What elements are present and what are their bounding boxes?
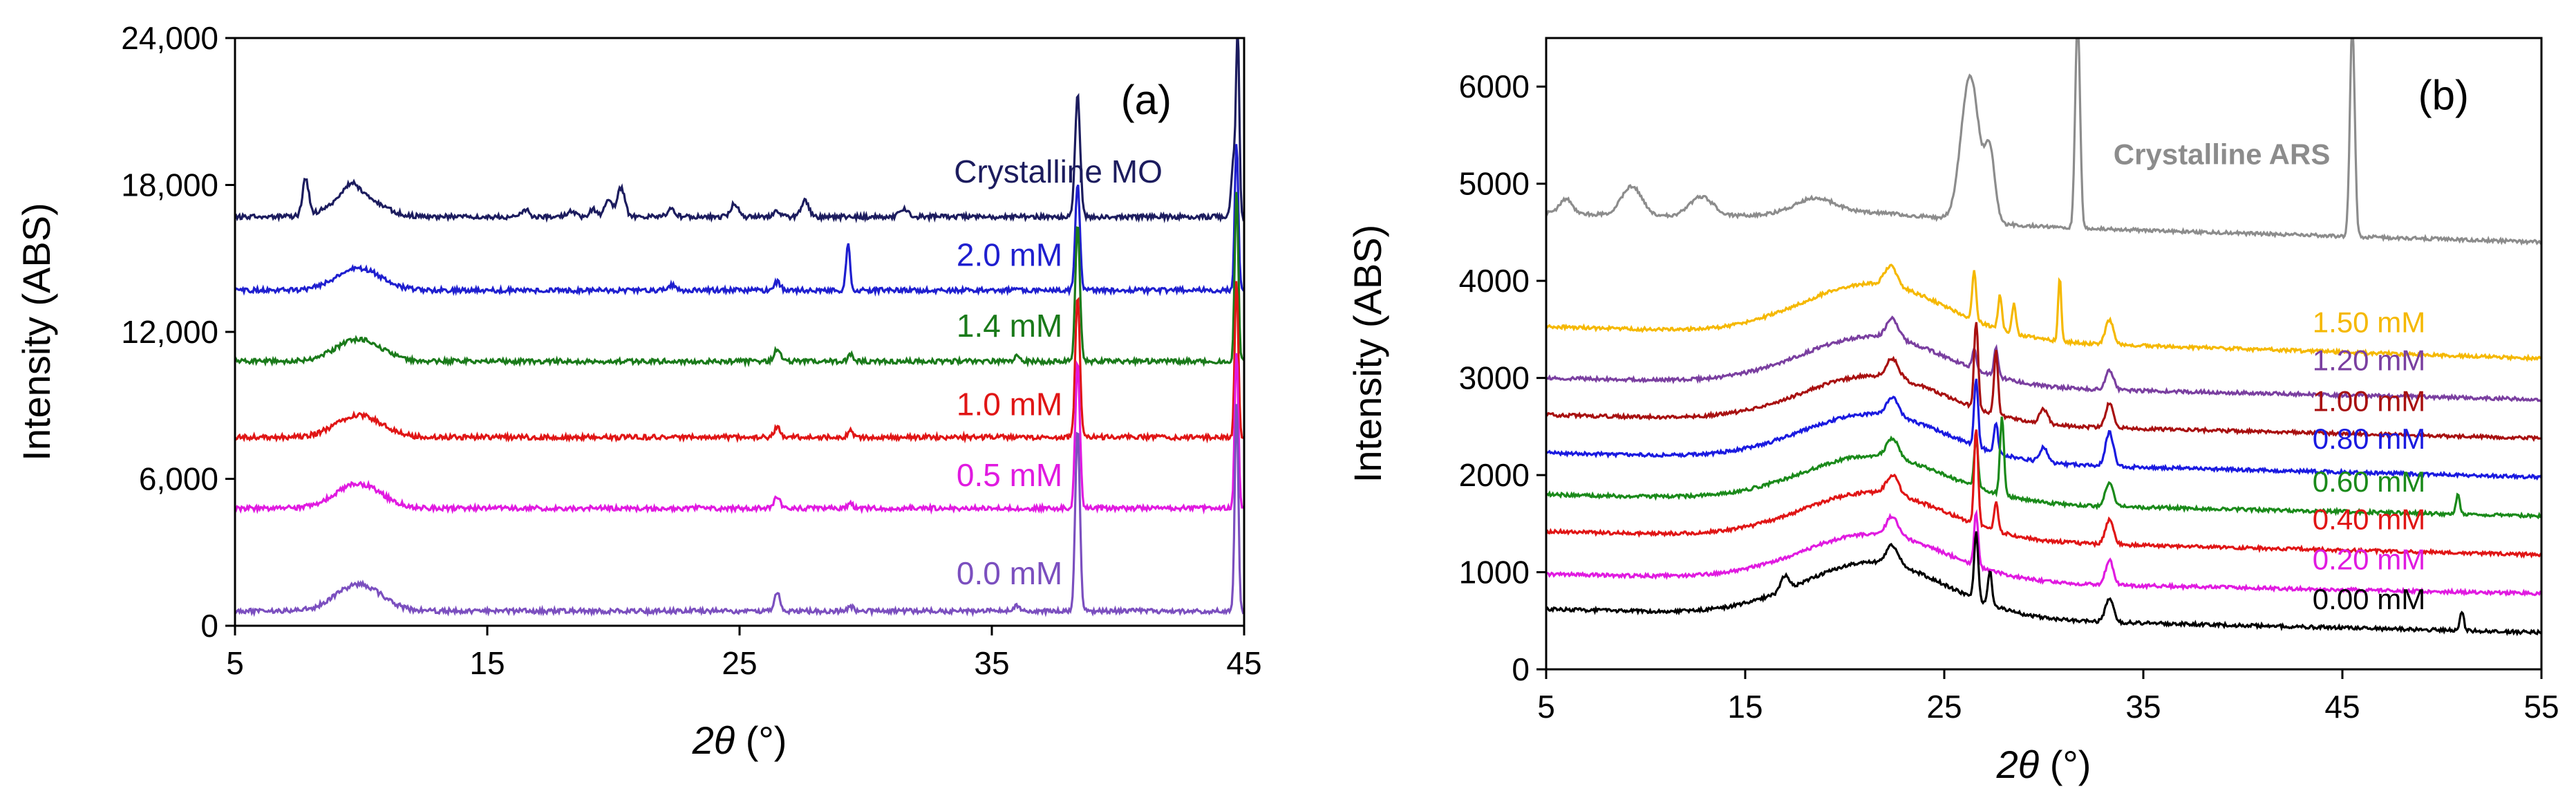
series-line-crystalline-ars xyxy=(1546,38,2541,246)
x-tick-label: 5 xyxy=(1537,689,1555,725)
x-tick-label: 35 xyxy=(2125,689,2161,725)
series-line-0-80-mm xyxy=(1546,378,2541,481)
series-line-2-0-mm xyxy=(235,144,1244,297)
series-line-crystalline-mo xyxy=(235,38,1244,224)
series-label: 1.4 mM xyxy=(957,308,1062,344)
series-line-1-20-mm xyxy=(1546,315,2541,402)
series-label: 1.20 mM xyxy=(2313,344,2425,376)
series-line-0-40-mm xyxy=(1546,429,2541,559)
panel-label: (a) xyxy=(1121,77,1172,123)
series-label: 1.0 mM xyxy=(957,386,1062,422)
plot-frame xyxy=(1545,37,2543,671)
y-tick-label: 0 xyxy=(1512,651,1530,687)
x-tick-label: 15 xyxy=(469,645,505,681)
y-tick-label: 6,000 xyxy=(139,461,218,497)
series-label: 0.0 mM xyxy=(957,555,1062,591)
y-axis-title: Intensity (ABS) xyxy=(1346,225,1389,483)
series-label: 0.5 mM xyxy=(957,457,1062,493)
x-tick-label: 45 xyxy=(1226,645,1261,681)
y-tick-label: 4000 xyxy=(1459,263,1530,299)
series-line-0-20-mm xyxy=(1546,509,2541,597)
series-label: 0.60 mM xyxy=(2313,465,2425,498)
series-line-1-00-mm xyxy=(1546,322,2541,443)
y-tick-label: 2000 xyxy=(1459,457,1530,493)
y-tick-label: 3000 xyxy=(1459,360,1530,396)
panel-label: (b) xyxy=(2418,72,2469,118)
series-line-1-4-mm xyxy=(235,192,1244,369)
y-tick-label: 1000 xyxy=(1459,555,1530,591)
x-tick-label: 25 xyxy=(1926,689,1962,725)
x-tick-label: 5 xyxy=(226,645,244,681)
x-axis-title: 2θ (°) xyxy=(692,718,787,762)
y-tick-label: 12,000 xyxy=(121,314,218,350)
series-label: 1.00 mM xyxy=(2313,384,2425,417)
series-line-0-60-mm xyxy=(1546,416,2541,520)
series-line-1-50-mm xyxy=(1546,263,2541,362)
x-axis-title: 2θ (°) xyxy=(1996,743,2091,786)
y-axis-title: Intensity (ABS) xyxy=(15,203,58,461)
series-label: Crystalline ARS xyxy=(2114,138,2331,171)
y-tick-label: 0 xyxy=(200,608,218,644)
plot-frame xyxy=(234,37,1245,627)
series-label: 2.0 mM xyxy=(957,236,1062,272)
panel-a-chart: 5 15 25 35 45 0 6,000 12,000 18,000 24,000 Crystal… xyxy=(15,20,1262,762)
series-label: 0.20 mM xyxy=(2313,543,2425,575)
x-tick-label: 15 xyxy=(1727,689,1762,725)
y-tick-label: 6000 xyxy=(1459,68,1530,104)
y-tick-label: 18,000 xyxy=(121,167,218,203)
y-tick-label: 5000 xyxy=(1459,166,1530,202)
series-line-0-00-mm xyxy=(1546,531,2541,637)
series-label: 0.00 mM xyxy=(2313,583,2425,615)
traces xyxy=(1546,38,2541,637)
series-line-0-0-mm xyxy=(235,404,1244,617)
x-tick-label: 45 xyxy=(2324,689,2360,725)
series-line-0-5-mm xyxy=(235,353,1244,515)
x-tick-label: 25 xyxy=(722,645,757,681)
series-label: 1.50 mM xyxy=(2313,306,2425,339)
series-line-1-0-mm xyxy=(235,281,1244,444)
series-label: 0.80 mM xyxy=(2313,422,2425,455)
series-label: Crystalline MO xyxy=(954,154,1163,189)
panel-b-chart: 5 15 25 35 45 55 0 1000 2000 3000 4000 5000 6000 Crys… xyxy=(1346,37,2559,786)
series-label: 0.40 mM xyxy=(2313,503,2425,536)
traces xyxy=(235,38,1244,617)
y-tick-label: 24,000 xyxy=(121,20,218,56)
x-tick-label: 55 xyxy=(2523,689,2559,725)
x-tick-label: 35 xyxy=(974,645,1009,681)
